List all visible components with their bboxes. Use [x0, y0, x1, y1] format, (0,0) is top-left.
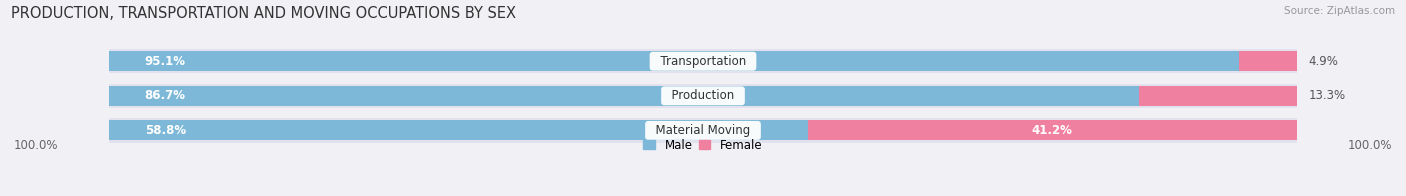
- Bar: [110, 51, 1239, 71]
- Text: 95.1%: 95.1%: [145, 55, 186, 68]
- Text: Material Moving: Material Moving: [648, 124, 758, 137]
- Text: 100.0%: 100.0%: [14, 139, 59, 152]
- Bar: [110, 86, 1139, 106]
- Text: 86.7%: 86.7%: [145, 89, 186, 102]
- Text: Production: Production: [664, 89, 742, 102]
- Bar: [110, 118, 1296, 142]
- Bar: [1139, 86, 1296, 106]
- Legend: Male, Female: Male, Female: [638, 134, 768, 156]
- Bar: [110, 84, 1296, 108]
- Text: 4.9%: 4.9%: [1309, 55, 1339, 68]
- Bar: [807, 120, 1296, 140]
- Text: 41.2%: 41.2%: [1032, 124, 1073, 137]
- Bar: [1239, 51, 1296, 71]
- Bar: [110, 49, 1296, 73]
- Text: Transportation: Transportation: [652, 55, 754, 68]
- Text: 58.8%: 58.8%: [145, 124, 186, 137]
- Bar: [110, 120, 807, 140]
- Text: Source: ZipAtlas.com: Source: ZipAtlas.com: [1284, 6, 1395, 16]
- Text: PRODUCTION, TRANSPORTATION AND MOVING OCCUPATIONS BY SEX: PRODUCTION, TRANSPORTATION AND MOVING OC…: [11, 6, 516, 21]
- Text: 100.0%: 100.0%: [1347, 139, 1392, 152]
- Text: 13.3%: 13.3%: [1309, 89, 1346, 102]
